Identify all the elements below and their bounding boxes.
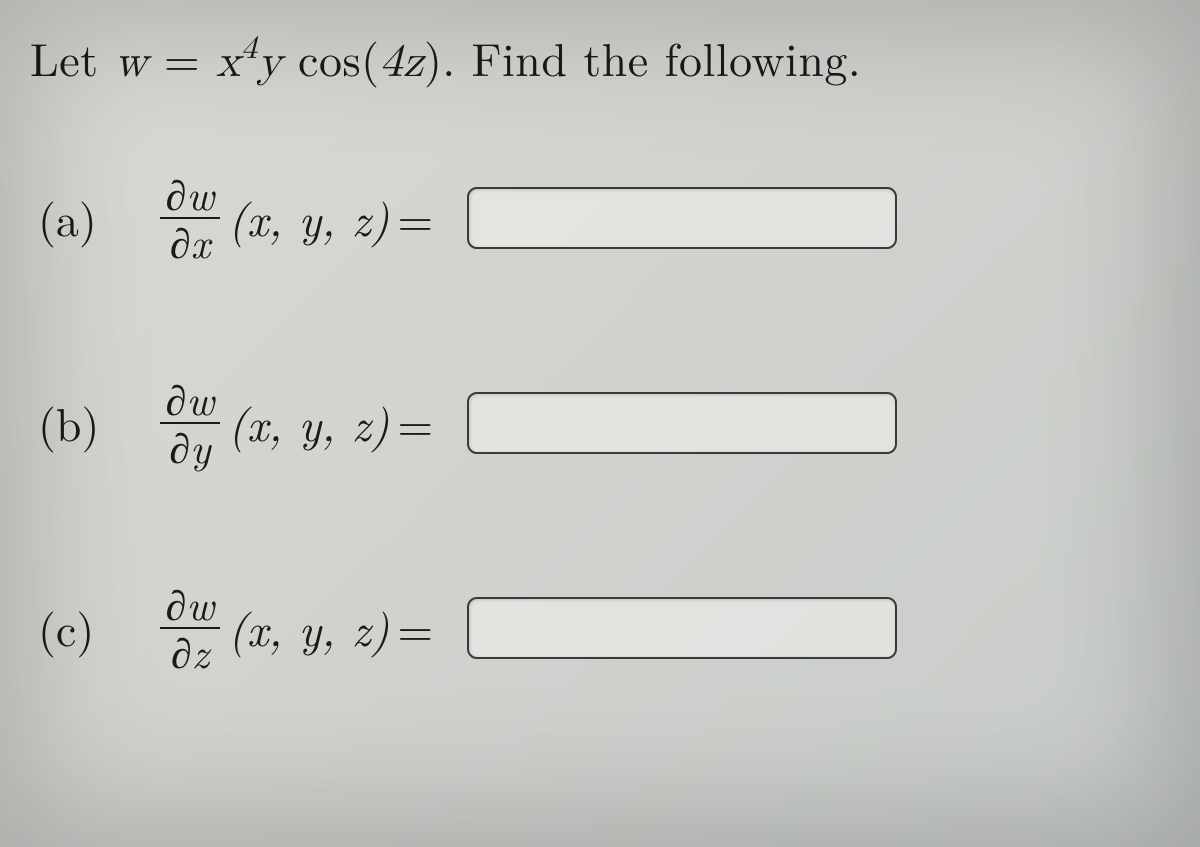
fraction-a: ∂w ∂x: [160, 173, 220, 263]
derivative-c: ∂w ∂z (x, y, z) =: [160, 583, 447, 673]
answer-input-b[interactable]: [467, 392, 897, 454]
frac-num-c: ∂w: [166, 583, 215, 627]
expr-y: y: [257, 39, 282, 85]
question-prompt: Let w = x4y cos(4z). Find the following.: [30, 28, 1170, 93]
part-label-a: (a): [30, 185, 140, 250]
part-label-c: (c): [30, 595, 140, 660]
paren-open: (: [361, 25, 379, 90]
frac-den-c: ∂z: [160, 627, 220, 673]
derivative-b: ∂w ∂y (x, y, z) =: [160, 378, 447, 468]
fraction-c: ∂w ∂z: [160, 583, 220, 673]
paren-close: ): [424, 25, 442, 90]
derivative-a: ∂w ∂x (x, y, z) =: [160, 173, 447, 263]
part-a: (a) ∂w ∂x (x, y, z) =: [30, 173, 1170, 263]
part-b: (b) ∂w ∂y (x, y, z) =: [30, 378, 1170, 468]
equals-c: =: [397, 595, 433, 660]
fraction-b: ∂w ∂y: [160, 378, 220, 468]
args-c: (x, y, z): [228, 595, 389, 660]
text-eq: =: [148, 25, 216, 90]
part-c: (c) ∂w ∂z (x, y, z) =: [30, 583, 1170, 673]
part-label-b: (b): [30, 390, 140, 455]
expr-x: x: [216, 39, 241, 85]
expr-4z: 4z: [380, 39, 424, 85]
parts-list: (a) ∂w ∂x (x, y, z) = (b) ∂w ∂y (x, y, z…: [30, 173, 1170, 673]
expr-cos: cos: [282, 25, 361, 90]
frac-den-b: ∂y: [160, 422, 220, 468]
text-let: Let: [30, 25, 114, 90]
args-a: (x, y, z): [228, 185, 389, 250]
answer-input-c[interactable]: [467, 597, 897, 659]
frac-den-a: ∂x: [160, 217, 220, 263]
frac-num-b: ∂w: [166, 378, 215, 422]
equals-b: =: [397, 390, 433, 455]
equals-a: =: [397, 185, 433, 250]
var-w: w: [114, 39, 148, 85]
text-suffix: . Find the following.: [442, 25, 861, 90]
expr-exponent: 4: [241, 33, 258, 65]
args-b: (x, y, z): [228, 390, 389, 455]
frac-num-a: ∂w: [166, 173, 215, 217]
answer-input-a[interactable]: [467, 187, 897, 249]
